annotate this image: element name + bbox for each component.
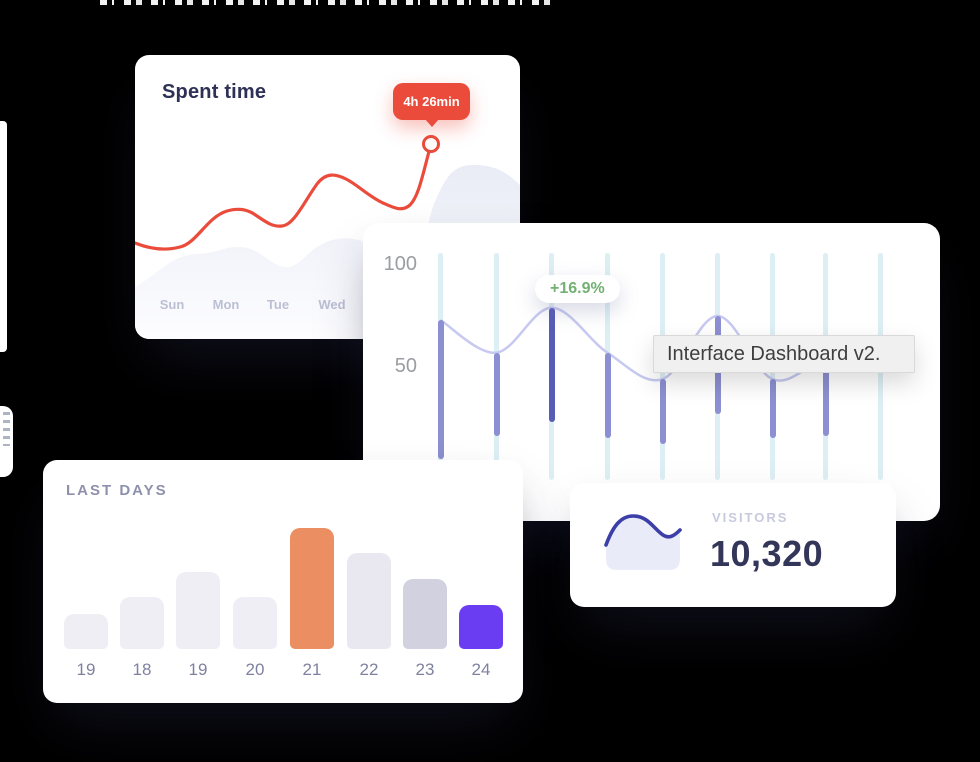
mini-chart-line — [604, 514, 682, 547]
chart-point-marker — [422, 135, 440, 153]
last-days-card: LAST DAYS 19 18 19 20 21 22 23 24 — [43, 460, 523, 703]
day-number-label: 24 — [471, 660, 491, 679]
visitors-value: 10,320 — [710, 533, 824, 574]
visitors-mini-chart — [604, 514, 682, 570]
cropped-card-corner — [0, 406, 13, 477]
cropped-text-strip — [100, 0, 558, 5]
mini-chart-fill — [606, 516, 680, 570]
bar-chart-area: 19 18 19 20 21 22 23 24 — [43, 460, 523, 703]
day-bar — [290, 528, 334, 649]
day-number-label: 18 — [132, 660, 152, 679]
day-bar — [120, 597, 164, 649]
time-tooltip: 4h 26min — [393, 83, 470, 120]
window-title-tooltip: Interface Dashboard v2. — [653, 335, 915, 373]
time-tooltip-label: 4h 26min — [403, 94, 460, 109]
day-number-label: 19 — [188, 660, 208, 679]
cropped-text-fragment — [3, 412, 10, 446]
card-title: LAST DAYS — [66, 482, 168, 499]
value-bar — [770, 379, 776, 439]
percent-badge: +16.9% — [535, 275, 620, 303]
day-bar — [176, 572, 220, 649]
value-bar — [494, 352, 500, 437]
visitors-label: VISITORS — [712, 510, 789, 525]
day-bar — [233, 597, 277, 649]
window-title-text: Interface Dashboard v2. — [667, 342, 881, 365]
day-bar — [347, 553, 391, 649]
value-bar — [660, 379, 666, 445]
day-label: Tue — [266, 297, 290, 312]
time-line — [135, 142, 433, 251]
day-number-label: 22 — [359, 660, 379, 679]
day-bar — [403, 579, 447, 649]
day-bar — [64, 614, 108, 649]
day-label: Sun — [159, 297, 185, 312]
y-axis-tick: 100 — [383, 253, 417, 275]
day-number-label: 19 — [76, 660, 96, 679]
percent-badge-label: +16.9% — [550, 280, 605, 297]
day-number-label: 21 — [302, 660, 322, 679]
value-bar — [549, 307, 555, 422]
card-title: Spent time — [162, 81, 267, 103]
day-label: Wed — [318, 297, 346, 312]
day-label: Mon — [212, 297, 240, 312]
y-axis-tick: 50 — [394, 355, 417, 377]
visitors-stat-card: VISITORS 10,320 — [570, 483, 896, 607]
value-bar — [823, 360, 829, 437]
value-bar — [438, 320, 444, 459]
day-number-label: 20 — [245, 660, 265, 679]
cropped-card-edge — [0, 121, 7, 352]
value-bar — [605, 352, 611, 439]
day-number-label: 23 — [415, 660, 435, 679]
day-bar — [459, 605, 503, 649]
